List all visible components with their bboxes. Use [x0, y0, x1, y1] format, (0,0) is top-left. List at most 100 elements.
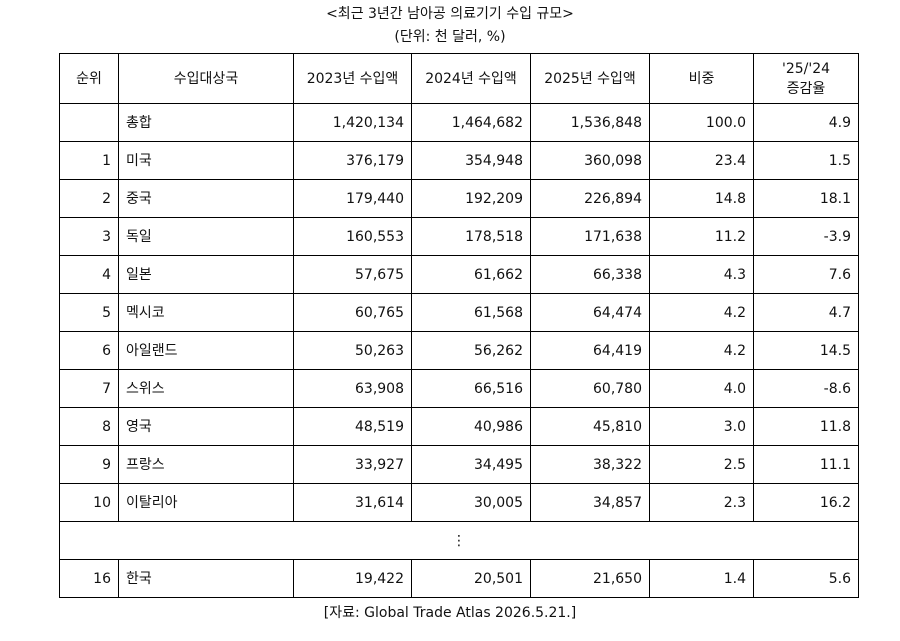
- korea-row: 16 한국 19,422 20,501 21,650 1.4 5.6: [59, 559, 859, 598]
- cell-rank: 3: [59, 217, 119, 256]
- cell-2024: 61,662: [411, 255, 531, 294]
- header-growth-period: '25/'24: [781, 60, 831, 77]
- cell-2023: 63,908: [293, 369, 412, 408]
- cell-country: 프랑스: [118, 445, 294, 484]
- cell-2024: 20,501: [411, 559, 531, 598]
- total-row: 총합 1,420,134 1,464,682 1,536,848 100.0 4.9: [59, 103, 859, 142]
- cell-2023: 160,553: [293, 217, 412, 256]
- cell-share: 3.0: [649, 407, 754, 446]
- cell-2024: 192,209: [411, 179, 531, 218]
- cell-2024: 354,948: [411, 141, 531, 180]
- table-row: 8 영국 48,519 40,986 45,810 3.0 11.8: [59, 407, 859, 446]
- source-note: [자료: Global Trade Atlas 2026.5.21.]: [323, 605, 577, 621]
- import-table: 순위 수입대상국 2023년 수입액 2024년 수입액 2025년 수입액 비…: [59, 53, 859, 598]
- header-growth: '25/'24 증감율: [753, 53, 859, 104]
- cell-2023: 50,263: [293, 331, 412, 370]
- cell-rank: 7: [59, 369, 119, 408]
- cell-rank: 1: [59, 141, 119, 180]
- cell-2024: 34,495: [411, 445, 531, 484]
- cell-share: 11.2: [649, 217, 754, 256]
- cell-share: 4.2: [649, 331, 754, 370]
- header-share: 비중: [649, 53, 754, 104]
- cell-2025: 34,857: [530, 483, 650, 522]
- cell-2023: 48,519: [293, 407, 412, 446]
- cell-2023: 19,422: [293, 559, 412, 598]
- cell-2025: 64,419: [530, 331, 650, 370]
- cell-growth: 7.6: [753, 255, 859, 294]
- cell-rank: 16: [59, 559, 119, 598]
- cell-2024: 56,262: [411, 331, 531, 370]
- cell-rank: 4: [59, 255, 119, 294]
- cell-growth: 5.6: [753, 559, 859, 598]
- unit-note: (단위: 천 달러, %): [394, 29, 506, 45]
- cell-share: 4.3: [649, 255, 754, 294]
- cell-2023: 179,440: [293, 179, 412, 218]
- cell-2025: 21,650: [530, 559, 650, 598]
- cell-country: 총합: [118, 103, 294, 142]
- cell-share: 2.3: [649, 483, 754, 522]
- table-title: <최근 3년간 남아공 의료기기 수입 규모>: [326, 6, 574, 22]
- cell-country: 멕시코: [118, 293, 294, 332]
- cell-rank: 10: [59, 483, 119, 522]
- cell-country: 스위스: [118, 369, 294, 408]
- cell-2025: 38,322: [530, 445, 650, 484]
- cell-growth: 11.1: [753, 445, 859, 484]
- cell-2024: 178,518: [411, 217, 531, 256]
- ellipsis-mark: ⋮: [59, 521, 859, 560]
- cell-rank: 6: [59, 331, 119, 370]
- header-rank: 순위: [59, 53, 119, 104]
- cell-growth: 11.8: [753, 407, 859, 446]
- cell-2023: 60,765: [293, 293, 412, 332]
- cell-2025: 60,780: [530, 369, 650, 408]
- cell-2025: 226,894: [530, 179, 650, 218]
- cell-2025: 171,638: [530, 217, 650, 256]
- cell-country: 일본: [118, 255, 294, 294]
- table-row: 2 중국 179,440 192,209 226,894 14.8 18.1: [59, 179, 859, 218]
- cell-rank: 5: [59, 293, 119, 332]
- cell-growth: 18.1: [753, 179, 859, 218]
- header-country: 수입대상국: [118, 53, 294, 104]
- cell-rank: 8: [59, 407, 119, 446]
- cell-share: 4.0: [649, 369, 754, 408]
- table-row: 5 멕시코 60,765 61,568 64,474 4.2 4.7: [59, 293, 859, 332]
- table-row: 9 프랑스 33,927 34,495 38,322 2.5 11.1: [59, 445, 859, 484]
- cell-2024: 66,516: [411, 369, 531, 408]
- cell-rank: [59, 103, 119, 142]
- cell-2024: 61,568: [411, 293, 531, 332]
- cell-2025: 360,098: [530, 141, 650, 180]
- cell-growth: -8.6: [753, 369, 859, 408]
- header-growth-label: 증감율: [786, 80, 826, 97]
- cell-2023: 57,675: [293, 255, 412, 294]
- cell-2023: 31,614: [293, 483, 412, 522]
- header-2024: 2024년 수입액: [411, 53, 531, 104]
- cell-share: 4.2: [649, 293, 754, 332]
- cell-country: 독일: [118, 217, 294, 256]
- table-row: 10 이탈리아 31,614 30,005 34,857 2.3 16.2: [59, 483, 859, 522]
- cell-country: 아일랜드: [118, 331, 294, 370]
- cell-2025: 45,810: [530, 407, 650, 446]
- cell-growth: 14.5: [753, 331, 859, 370]
- cell-country: 이탈리아: [118, 483, 294, 522]
- cell-2024: 40,986: [411, 407, 531, 446]
- cell-growth: 4.9: [753, 103, 859, 142]
- cell-share: 23.4: [649, 141, 754, 180]
- cell-2023: 33,927: [293, 445, 412, 484]
- cell-country: 미국: [118, 141, 294, 180]
- table-row: 7 스위스 63,908 66,516 60,780 4.0 -8.6: [59, 369, 859, 408]
- cell-share: 14.8: [649, 179, 754, 218]
- cell-2025: 66,338: [530, 255, 650, 294]
- cell-rank: 2: [59, 179, 119, 218]
- table-row: 4 일본 57,675 61,662 66,338 4.3 7.6: [59, 255, 859, 294]
- cell-2023: 376,179: [293, 141, 412, 180]
- header-2023: 2023년 수입액: [293, 53, 412, 104]
- cell-country: 중국: [118, 179, 294, 218]
- cell-share: 1.4: [649, 559, 754, 598]
- cell-growth: 4.7: [753, 293, 859, 332]
- table-row: 1 미국 376,179 354,948 360,098 23.4 1.5: [59, 141, 859, 180]
- cell-country: 영국: [118, 407, 294, 446]
- header-row: 순위 수입대상국 2023년 수입액 2024년 수입액 2025년 수입액 비…: [59, 53, 859, 104]
- cell-country: 한국: [118, 559, 294, 598]
- header-2025: 2025년 수입액: [530, 53, 650, 104]
- cell-2024: 30,005: [411, 483, 531, 522]
- cell-growth: -3.9: [753, 217, 859, 256]
